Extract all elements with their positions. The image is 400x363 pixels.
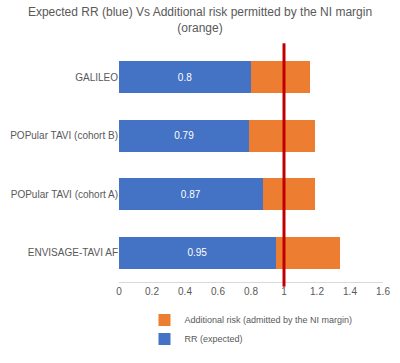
svg-text:0.8: 0.8 [178,72,192,83]
svg-text:0.6: 0.6 [211,286,225,297]
svg-text:1: 1 [281,286,287,297]
svg-text:Additional risk (admitted by t: Additional risk (admitted by the NI marg… [185,315,353,325]
svg-text:0.4: 0.4 [178,286,192,297]
svg-text:ENVISAGE-TAVI AF: ENVISAGE-TAVI AF [28,247,118,258]
svg-text:0.79: 0.79 [174,130,194,141]
svg-text:0.8: 0.8 [244,286,258,297]
svg-text:GALILEO: GALILEO [75,72,118,83]
svg-text:1.2: 1.2 [310,286,324,297]
svg-text:RR (expected): RR (expected) [185,334,243,344]
svg-text:1.4: 1.4 [343,286,357,297]
svg-text:0.2: 0.2 [145,286,159,297]
svg-text:0: 0 [116,286,122,297]
svg-text:0.95: 0.95 [187,247,207,258]
svg-text:POPular TAVI (cohort B): POPular TAVI (cohort B) [10,130,118,141]
svg-text:1.6: 1.6 [376,286,390,297]
svg-text:Expected RR (blue) Vs Addition: Expected RR (blue) Vs Additional risk pe… [28,5,372,35]
svg-text:0.87: 0.87 [181,189,201,200]
svg-text:POPular TAVI (cohort A): POPular TAVI (cohort A) [11,189,118,200]
